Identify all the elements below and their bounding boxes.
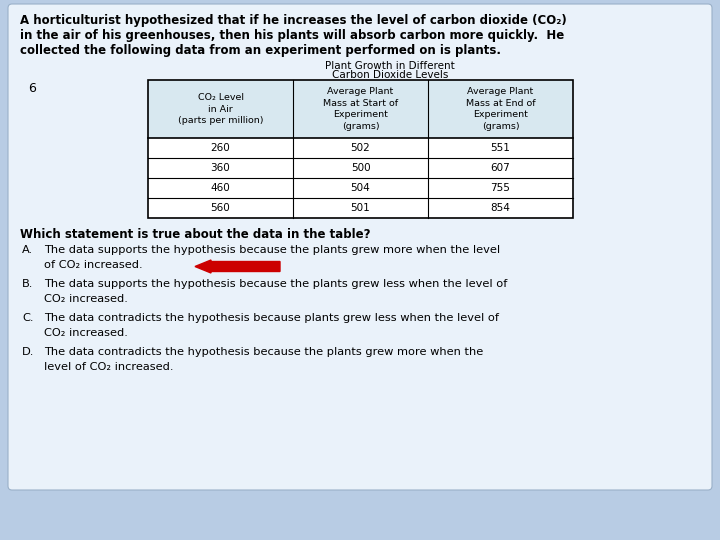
FancyArrow shape (195, 260, 280, 273)
Text: 607: 607 (490, 163, 510, 173)
Text: Carbon Dioxide Levels: Carbon Dioxide Levels (332, 70, 448, 80)
Text: C.: C. (22, 313, 34, 323)
Text: Average Plant
Mass at End of
Experiment
(grams): Average Plant Mass at End of Experiment … (466, 87, 535, 131)
Text: A.: A. (22, 245, 33, 255)
Bar (148, 80, 573, 218)
Text: Average Plant
Mass at Start of
Experiment
(grams): Average Plant Mass at Start of Experimen… (323, 87, 398, 131)
Text: D.: D. (22, 347, 35, 357)
Text: 560: 560 (211, 203, 230, 213)
Text: 502: 502 (351, 143, 370, 153)
Text: 854: 854 (490, 203, 510, 213)
Text: 360: 360 (211, 163, 230, 173)
FancyBboxPatch shape (8, 4, 712, 490)
Text: The data supports the hypothesis because the plants grew less when the level of: The data supports the hypothesis because… (44, 279, 508, 289)
Text: CO₂ increased.: CO₂ increased. (44, 294, 128, 303)
Text: 260: 260 (211, 143, 230, 153)
Text: 501: 501 (351, 203, 370, 213)
Text: level of CO₂ increased.: level of CO₂ increased. (44, 361, 174, 372)
Text: The data contradicts the hypothesis because the plants grew more when the: The data contradicts the hypothesis beca… (44, 347, 483, 357)
Text: 551: 551 (490, 143, 510, 153)
Text: 755: 755 (490, 183, 510, 193)
Bar (148, 80, 573, 138)
Text: The data supports the hypothesis because the plants grew more when the level: The data supports the hypothesis because… (44, 245, 500, 255)
Text: A horticulturist hypothesized that if he increases the level of carbon dioxide (: A horticulturist hypothesized that if he… (20, 14, 567, 27)
Bar (148, 80, 573, 218)
Text: 460: 460 (211, 183, 230, 193)
Text: CO₂ increased.: CO₂ increased. (44, 327, 128, 338)
Text: in the air of his greenhouses, then his plants will absorb carbon more quickly. : in the air of his greenhouses, then his … (20, 29, 564, 42)
Text: 6: 6 (28, 82, 36, 95)
Text: The data contradicts the hypothesis because plants grew less when the level of: The data contradicts the hypothesis beca… (44, 313, 499, 323)
Text: 504: 504 (351, 183, 370, 193)
Text: collected the following data from an experiment performed on is plants.: collected the following data from an exp… (20, 44, 501, 57)
Text: Plant Growth in Different: Plant Growth in Different (325, 61, 455, 71)
Text: of CO₂ increased.: of CO₂ increased. (44, 260, 143, 269)
Text: CO₂ Level
in Air
(parts per million): CO₂ Level in Air (parts per million) (178, 93, 264, 125)
Text: B.: B. (22, 279, 33, 289)
Text: Which statement is true about the data in the table?: Which statement is true about the data i… (20, 228, 371, 241)
Text: 500: 500 (351, 163, 370, 173)
